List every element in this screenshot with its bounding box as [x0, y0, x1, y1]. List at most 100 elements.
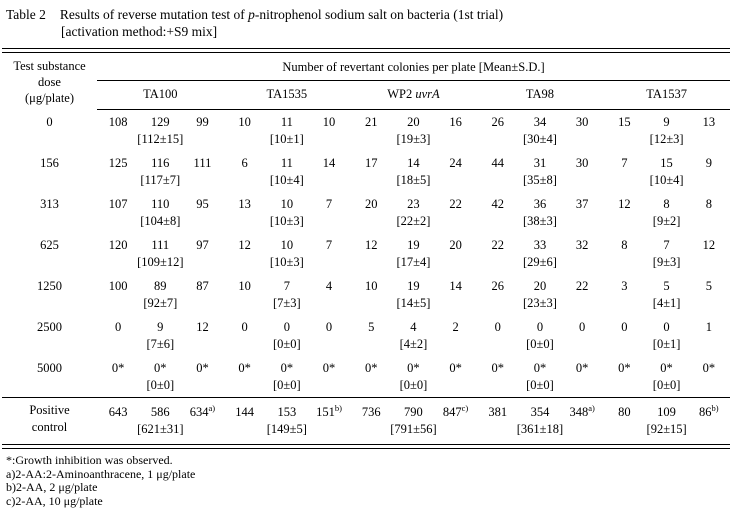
value-cell: 10 — [266, 192, 308, 213]
footnote-a: a)2-AA:2-Aminoanthracene, 1 μg/plate — [6, 468, 730, 482]
value-cell: 0* — [224, 356, 266, 377]
value-cell: 634a) — [181, 398, 223, 422]
dose-row-2500-means: [7±6][0±0][4±2][0±0][0±1] — [2, 336, 730, 356]
mean-sd-cell: [112±15] — [97, 131, 224, 151]
dose-cell: 0 — [2, 110, 97, 152]
mean-sd-cell: [23±3] — [477, 295, 604, 315]
footnotes: *:Growth inhibition was observed. a)2-AA… — [6, 454, 730, 508]
value-cell: 129 — [139, 110, 181, 132]
mean-sd-cell: [10±1] — [224, 131, 351, 151]
value-cell: 7 — [266, 274, 308, 295]
mean-sd-cell: [30±4] — [477, 131, 604, 151]
dose-cell: 1250 — [2, 274, 97, 315]
value-cell: 23 — [392, 192, 434, 213]
value-cell: 0 — [224, 315, 266, 336]
value-cell: 95 — [181, 192, 223, 213]
mean-sd-cell: [104±8] — [97, 213, 224, 233]
value-cell: 34 — [519, 110, 561, 132]
value-cell: 97 — [181, 233, 223, 254]
mean-sd-cell: [117±7] — [97, 172, 224, 192]
value-cell: 0* — [308, 356, 350, 377]
value-cell: 0* — [97, 356, 139, 377]
value-cell: 19 — [392, 274, 434, 295]
value-cell: 7 — [308, 192, 350, 213]
value-cell: 144 — [224, 398, 266, 422]
mean-sd-cell: [4±1] — [603, 295, 730, 315]
value-cell: 0 — [519, 315, 561, 336]
value-cell: 17 — [350, 151, 392, 172]
value-cell: 22 — [477, 233, 519, 254]
mean-sd-cell: [22±2] — [350, 213, 477, 233]
value-cell: 10 — [224, 274, 266, 295]
dose-cell: 156 — [2, 151, 97, 192]
value-cell: 89 — [139, 274, 181, 295]
value-cell: 20 — [392, 110, 434, 132]
value-cell: 736 — [350, 398, 392, 422]
value-cell: 0 — [97, 315, 139, 336]
value-cell: 348a) — [561, 398, 603, 422]
value-cell: 16 — [435, 110, 477, 132]
value-cell: 9 — [139, 315, 181, 336]
dose-row-625-means: [109±12][10±3][17±4][29±6][9±3] — [2, 254, 730, 274]
mean-sd-cell: [10±4] — [224, 172, 351, 192]
value-cell: 15 — [603, 110, 645, 132]
mean-sd-cell: [29±6] — [477, 254, 604, 274]
value-cell: 20 — [435, 233, 477, 254]
value-cell: 0* — [688, 356, 730, 377]
table-title-line2: [activation method:+S9 mix] — [61, 23, 730, 40]
value-cell: 586 — [139, 398, 181, 422]
value-cell: 0 — [477, 315, 519, 336]
value-cell: 643 — [97, 398, 139, 422]
value-cell: 33 — [519, 233, 561, 254]
strain-header-ta100: TA100 — [97, 81, 224, 110]
mean-sd-cell: [14±5] — [350, 295, 477, 315]
positive-control-row-means: [621±31][149±5][791±56][361±18][92±15] — [2, 421, 730, 444]
value-cell: 107 — [97, 192, 139, 213]
value-cell: 0* — [266, 356, 308, 377]
value-cell: 15 — [645, 151, 687, 172]
value-cell: 12 — [603, 192, 645, 213]
value-cell: 11 — [266, 110, 308, 132]
dose-row-0-means: [112±15][10±1][19±3][30±4][12±3] — [2, 131, 730, 151]
dose-row-156-means: [117±7][10±4][18±5][35±8][10±4] — [2, 172, 730, 192]
value-cell: 7 — [603, 151, 645, 172]
value-cell: 0 — [603, 315, 645, 336]
mean-sd-cell: [0±0] — [224, 336, 351, 356]
mean-sd-cell: [9±3] — [603, 254, 730, 274]
value-cell: 0 — [308, 315, 350, 336]
value-cell: 86b) — [688, 398, 730, 422]
value-cell: 20 — [350, 192, 392, 213]
value-cell: 19 — [392, 233, 434, 254]
value-cell: 22 — [561, 274, 603, 295]
value-cell: 30 — [561, 110, 603, 132]
value-cell: 10 — [266, 233, 308, 254]
footnote-b: b)2-AA, 2 μg/plate — [6, 481, 730, 495]
value-cell: 5 — [645, 274, 687, 295]
value-cell: 10 — [224, 110, 266, 132]
value-cell: 0* — [392, 356, 434, 377]
mean-sd-cell: [10±3] — [224, 213, 351, 233]
mean-sd-cell: [0±0] — [477, 377, 604, 398]
mean-sd-cell: [7±6] — [97, 336, 224, 356]
strain-header-ta1535: TA1535 — [224, 81, 351, 110]
value-cell: 4 — [308, 274, 350, 295]
value-cell: 151b) — [308, 398, 350, 422]
dose-cell: 625 — [2, 233, 97, 274]
dose-cell: 5000 — [2, 356, 97, 398]
value-cell: 12 — [224, 233, 266, 254]
mean-sd-cell: [0±0] — [224, 377, 351, 398]
dose-row-313-means: [104±8][10±3][22±2][38±3][9±2] — [2, 213, 730, 233]
table-title-line1: Results of reverse mutation test of p-ni… — [60, 6, 503, 23]
value-cell: 847c) — [435, 398, 477, 422]
value-cell: 80 — [603, 398, 645, 422]
value-cell: 7 — [645, 233, 687, 254]
value-cell: 0 — [561, 315, 603, 336]
value-cell: 0* — [350, 356, 392, 377]
